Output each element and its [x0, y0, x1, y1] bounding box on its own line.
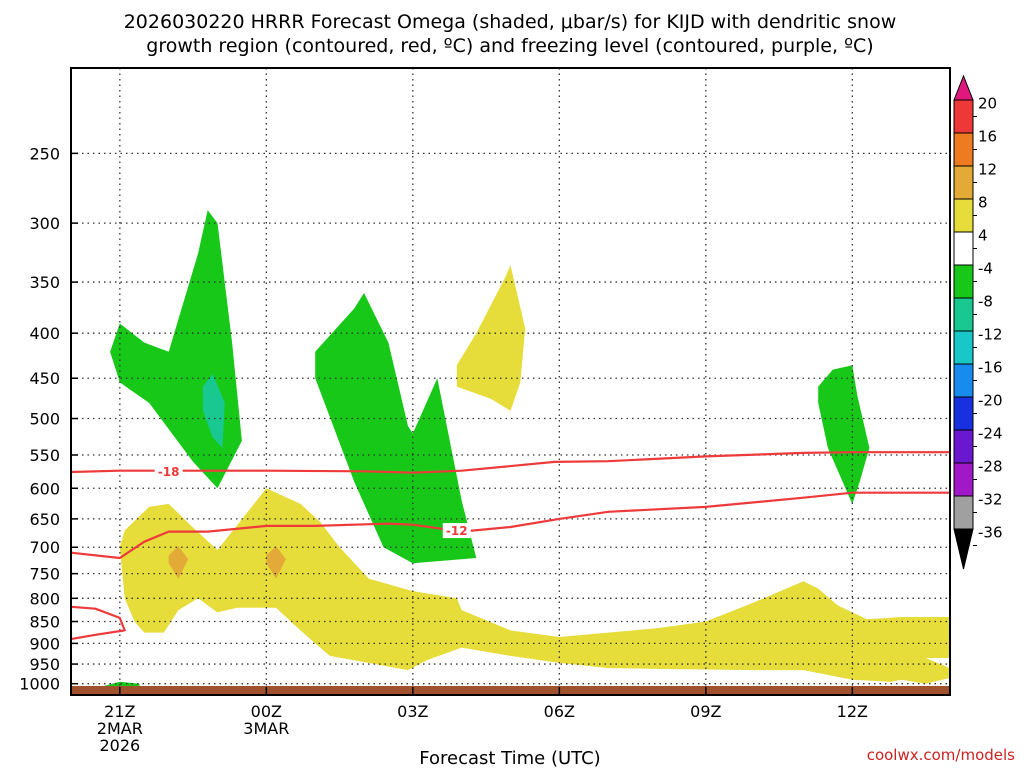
omega-region-3 [818, 365, 870, 504]
x-tick-label-line: 09Z [690, 702, 721, 721]
x-tick-label-5: 12Z [837, 702, 868, 721]
colorbar-tick-label-9: -20 [978, 392, 1003, 410]
plot-frame [70, 67, 951, 696]
y-tick-label-950: 950 [29, 655, 60, 674]
isotherm-line-1 [70, 491, 950, 560]
colorbar-tick-label-10: -24 [978, 425, 1003, 443]
omega-region-5 [456, 265, 526, 411]
colorbar-swatch-5 [953, 231, 974, 266]
omega-region-6 [119, 488, 951, 684]
y-axis-ticks: 250 300 350 400 450 500 550 600 650 700 750 800 850 9… [19, 144, 78, 694]
y-tick-label-700: 700 [29, 538, 60, 557]
x-tick-label-4: 09Z [690, 702, 721, 721]
omega-region-2 [315, 292, 477, 564]
chart-title-line-2: growth region (contoured, red, ºC) and f… [146, 35, 873, 57]
isotherm-label-bg-0 [154, 463, 183, 479]
colorbar-swatch-3 [953, 165, 974, 200]
y-tick-label-900: 900 [29, 634, 60, 653]
isotherm-label-1: -12 [446, 524, 468, 538]
colorbar-bottom-triangle [953, 528, 974, 570]
chart-title-line-1: 2026030220 HRRR Forecast Omega (shaded, … [124, 11, 897, 33]
y-tick-label-650: 650 [29, 510, 60, 529]
credit-text: coolwx.com/models [867, 746, 1015, 764]
isotherm-label-0: -18 [158, 465, 180, 479]
colorbar-tick-label-3: 8 [978, 194, 988, 212]
x-tick-label-line: 21Z [104, 702, 135, 721]
y-tick-label-350: 350 [29, 273, 60, 292]
y-tick-label-1000: 1000 [19, 675, 60, 694]
colorbar-swatch-13 [953, 495, 974, 530]
y-tick-label-400: 400 [29, 324, 60, 343]
x-tick-label-0: 21Z 2MAR 2026 [97, 702, 143, 755]
colorbar-tick-label-6: -8 [978, 293, 993, 311]
x-tick-label-line: 2026 [99, 736, 140, 755]
colorbar-top-triangle [953, 74, 974, 101]
x-tick-label-1: 00Z 3MAR [243, 702, 289, 738]
colorbar-swatch-1 [953, 99, 974, 134]
x-axis-ticks: 21Z 2MAR 2026 00Z 3MAR 03Z 06Z 09Z 12Z [97, 687, 868, 755]
y-tick-label-800: 800 [29, 589, 60, 608]
y-tick-label-850: 850 [29, 613, 60, 632]
y-tick-label-300: 300 [29, 214, 60, 233]
colorbar-tick-label-7: -12 [978, 326, 1003, 344]
colorbar-swatch-7 [953, 297, 974, 332]
colorbar-tick-label-8: -16 [978, 359, 1003, 377]
x-tick-label-line: 03Z [397, 702, 428, 721]
y-tick-label-550: 550 [29, 446, 60, 465]
colorbar-tick-label-2: 12 [978, 161, 997, 179]
colorbar-tick-label-12: -32 [978, 491, 1003, 509]
isotherm-line-2 [70, 605, 126, 641]
isotherm-label-bg-1 [442, 523, 471, 539]
y-tick-label-500: 500 [29, 410, 60, 429]
y-tick-label-600: 600 [29, 479, 60, 498]
colorbar-swatch-4 [953, 198, 974, 233]
omega-region-7 [168, 546, 189, 579]
colorbar-swatch-6 [953, 264, 974, 299]
y-tick-label-250: 250 [29, 144, 60, 163]
colorbar-swatch-2 [953, 132, 974, 167]
x-tick-label-line: 3MAR [243, 719, 289, 738]
colorbar-tick-label-0: 20 [978, 95, 997, 113]
omega-region-1 [202, 373, 225, 448]
x-tick-label-line: 00Z [251, 702, 282, 721]
y-tick-label-450: 450 [29, 369, 60, 388]
x-tick-label-line: 12Z [837, 702, 868, 721]
isotherm-contours: -18 -12 [70, 451, 950, 641]
x-axis-label: Forecast Time (UTC) [419, 748, 600, 768]
omega-region-8 [266, 546, 286, 579]
grid-lines [71, 68, 950, 686]
colorbar-tick-label-11: -28 [978, 458, 1003, 476]
colorbar-tick-label-13: -36 [978, 524, 1003, 542]
colorbar-swatch-12 [953, 462, 974, 497]
colorbar-swatch-10 [953, 396, 974, 431]
colorbar: 20 16 12 8 4 -4 -8 -12 -16 -20 -24 -28 -32 -36 [953, 74, 1003, 570]
colorbar-swatch-8 [953, 330, 974, 365]
colorbar-tick-label-5: -4 [978, 260, 993, 278]
x-tick-label-2: 03Z [397, 702, 428, 721]
y-tick-label-750: 750 [29, 565, 60, 584]
colorbar-swatch-9 [953, 363, 974, 398]
colorbar-tick-label-1: 16 [978, 128, 997, 146]
x-tick-label-line: 2MAR [97, 719, 143, 738]
x-tick-label-line: 06Z [544, 702, 575, 721]
ground-surface [71, 686, 950, 695]
x-tick-label-3: 06Z [544, 702, 575, 721]
colorbar-swatch-11 [953, 429, 974, 464]
colorbar-tick-label-4: 4 [978, 227, 988, 245]
